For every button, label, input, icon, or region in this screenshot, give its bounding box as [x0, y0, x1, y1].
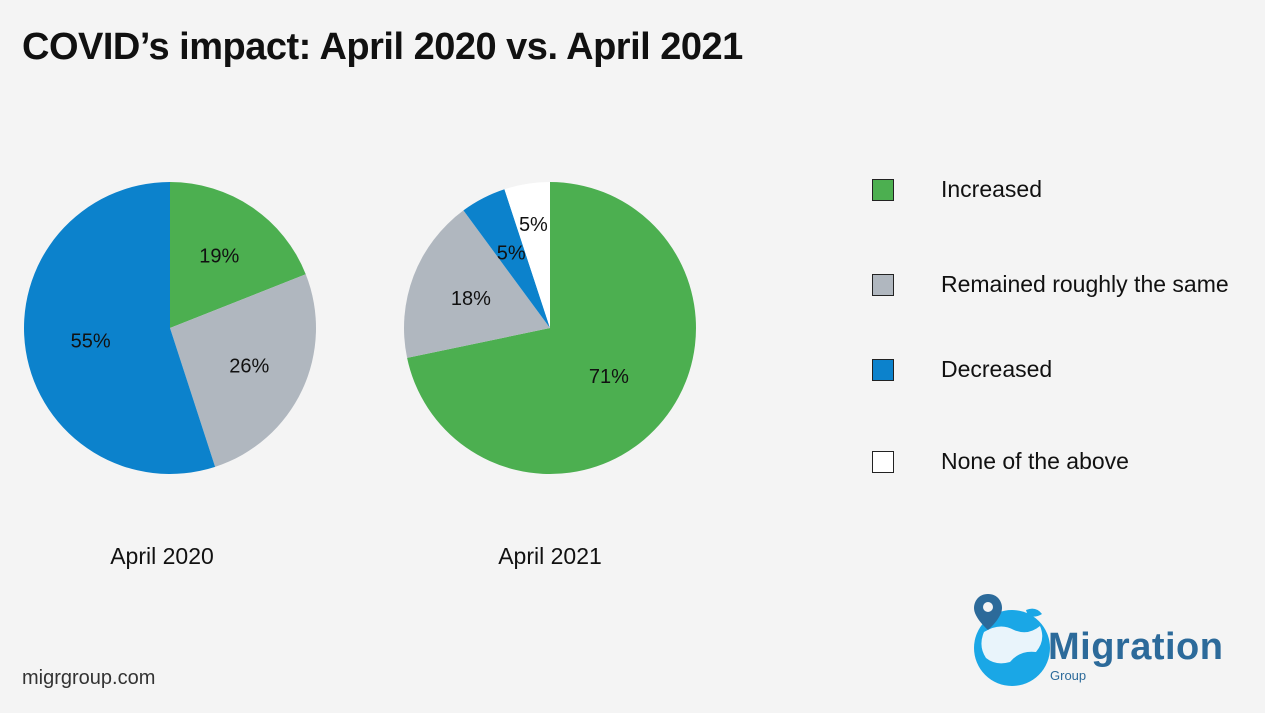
legend-label-increased: Increased — [941, 176, 1043, 202]
pie-slice-label: 18% — [451, 288, 491, 310]
pie-slice-remained-roughly-the-same — [404, 210, 550, 358]
logo-subtitle: Group — [1050, 668, 1087, 683]
legend-label-decreased: Decreased — [941, 356, 1053, 382]
pie-slice-label: 71% — [589, 366, 629, 388]
logo-wordmark: Migration — [1048, 626, 1224, 668]
website-url: migrgroup.com — [22, 667, 156, 689]
legend-swatch-same — [872, 274, 894, 296]
chart-title: COVID’s impact: April 2020 vs. April 202… — [22, 26, 743, 68]
legend-label-none: None of the above — [941, 448, 1129, 474]
legend-swatch-decreased — [872, 359, 894, 381]
pie-slice-label: 19% — [199, 246, 239, 268]
migration-group-logo: Migration Group — [970, 592, 1245, 692]
pie-slice-none-of-the-above — [504, 182, 550, 328]
pie-slice-remained-roughly-the-same — [170, 274, 317, 467]
legend-swatch-increased — [872, 179, 894, 201]
pie-slice-decreased — [463, 189, 550, 328]
pie-slice-label: 5% — [519, 214, 548, 236]
pie-slice-label: 55% — [71, 331, 111, 353]
pie-slice-increased — [170, 182, 306, 328]
pie-slice-decreased — [23, 182, 216, 474]
legend-label-same: Remained roughly the same — [941, 271, 1229, 297]
pie-chart-april-2020: 19% 26% 55% — [23, 182, 317, 474]
globe-pin-icon — [974, 594, 1050, 686]
pie-slice-label: 26% — [229, 355, 269, 377]
pie-chart-april-2021: 71% 18% 5% 5% — [404, 182, 696, 475]
legend-swatch-none — [872, 451, 894, 473]
pie-caption-april-2020: April 2020 — [110, 543, 214, 569]
pie-caption-april-2021: April 2021 — [498, 543, 602, 569]
pie-slice-increased — [407, 182, 696, 475]
pie-slice-label: 5% — [497, 243, 526, 265]
